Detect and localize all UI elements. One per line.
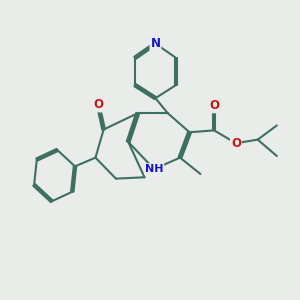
Text: N: N: [151, 37, 160, 50]
Text: O: O: [93, 98, 103, 112]
Text: O: O: [231, 137, 241, 150]
Text: NH: NH: [145, 164, 163, 174]
Text: O: O: [209, 99, 219, 112]
